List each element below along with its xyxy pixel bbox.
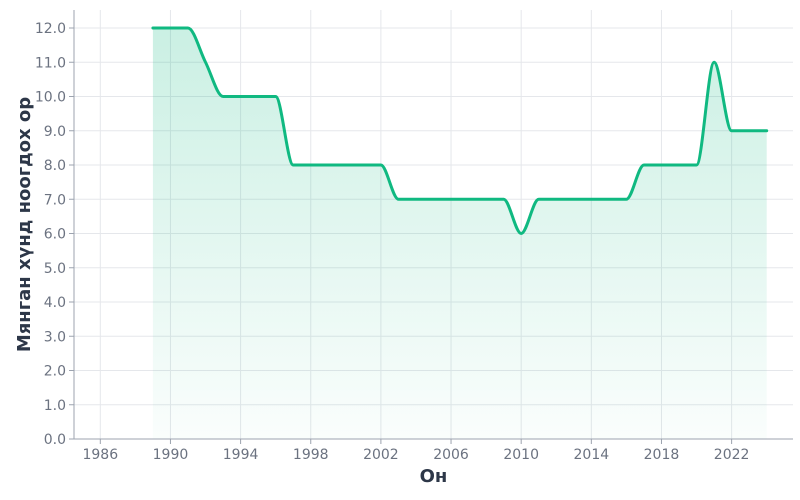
axis-layer bbox=[73, 10, 793, 440]
x-tick-label: 2018 bbox=[644, 447, 680, 463]
y-tick-label: 9.0 bbox=[44, 124, 66, 140]
y-tick-label: 0.0 bbox=[44, 432, 66, 448]
x-tick-label: 1990 bbox=[153, 447, 189, 463]
y-tick-label: 7.0 bbox=[44, 192, 66, 208]
x-tick-label: 1986 bbox=[82, 447, 118, 463]
series-line bbox=[151, 26, 769, 235]
x-tick-label: 2002 bbox=[363, 447, 399, 463]
y-tick-label: 6.0 bbox=[44, 227, 66, 243]
y-tick-label: 5.0 bbox=[44, 261, 66, 277]
y-tick-label: 12.0 bbox=[35, 21, 66, 37]
series-area-fill bbox=[152, 28, 767, 439]
x-tick-label: 2006 bbox=[433, 447, 469, 463]
y-tick-label: 3.0 bbox=[44, 329, 66, 345]
tick-layer: 0.0 1.0 2.0 3.0 4.0 5.0 6.0 7.0 8.0 9.0 10.0 11.0 12… bbox=[35, 21, 750, 463]
y-tick-label: 1.0 bbox=[44, 398, 66, 414]
y-tick-label: 2.0 bbox=[44, 364, 66, 380]
x-tick-label: 2014 bbox=[574, 447, 610, 463]
x-tick-label: 2022 bbox=[714, 447, 750, 463]
area-layer bbox=[151, 26, 769, 439]
y-tick-label: 4.0 bbox=[44, 295, 66, 311]
x-axis-title: Он bbox=[420, 466, 448, 487]
y-axis-title: Мянган хүнд ноогдох ор bbox=[14, 97, 35, 352]
y-tick-label: 11.0 bbox=[35, 55, 66, 71]
x-tick-label: 1994 bbox=[223, 447, 259, 463]
y-tick-label: 10.0 bbox=[35, 90, 66, 106]
y-tick-label: 8.0 bbox=[44, 158, 66, 174]
x-tick-label: 1998 bbox=[293, 447, 329, 463]
x-tick-label: 2010 bbox=[503, 447, 539, 463]
